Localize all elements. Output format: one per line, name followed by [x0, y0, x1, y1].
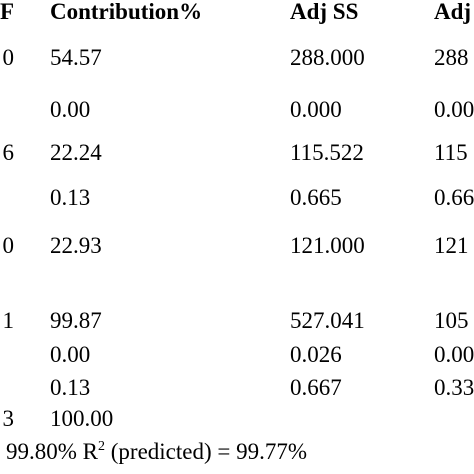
table-cell: 6: [2, 140, 15, 165]
table-cell: 527.041: [290, 308, 365, 333]
table-cell: 288: [434, 45, 469, 70]
superscript: 2: [98, 439, 105, 454]
column-header: Contribution%: [50, 0, 203, 24]
table-cell: 0.667: [290, 375, 342, 400]
table-cell: 0.13: [50, 375, 91, 400]
table-cell: 121: [434, 233, 469, 258]
table-cell: 0.665: [290, 185, 342, 210]
table-cell: 0.13: [50, 185, 91, 210]
footer-text: (predicted) = 99.77%: [105, 439, 308, 464]
column-header: F: [0, 0, 14, 24]
table-cell: 100.00: [50, 406, 114, 431]
table-cell: 115: [434, 140, 468, 165]
table-cell: 0.00: [50, 97, 91, 122]
table-cell: 54.57: [50, 45, 102, 70]
table-cell: 0.000: [290, 97, 342, 122]
table-cell: 22.93: [50, 233, 102, 258]
table-cell: 121.000: [290, 233, 365, 258]
column-header: Adj SS: [290, 0, 359, 24]
table-cell: 0.026: [290, 342, 342, 367]
table-cell: 0.33: [434, 375, 474, 400]
footer: 99.80% R2 (predicted) = 99.77%: [6, 439, 308, 464]
table-cell: 99.87: [50, 308, 102, 333]
table-cell: 0: [2, 45, 15, 70]
table-cell: 288.000: [290, 45, 365, 70]
table-cell: 0.00: [434, 97, 474, 122]
footer-text: 99.80% R: [6, 439, 98, 464]
table-cell: 105: [434, 308, 469, 333]
table-cell: 0.00: [50, 342, 91, 367]
table-cell: 3: [2, 406, 15, 431]
table-cell: 0: [2, 233, 15, 258]
table-cell: 1: [2, 308, 15, 333]
table-cell: 0.00: [434, 342, 474, 367]
table-cell: 115.522: [290, 140, 364, 165]
table-cell: 22.24: [50, 140, 102, 165]
table-cell: 0.66: [434, 185, 474, 210]
column-header: Adj: [434, 0, 472, 24]
